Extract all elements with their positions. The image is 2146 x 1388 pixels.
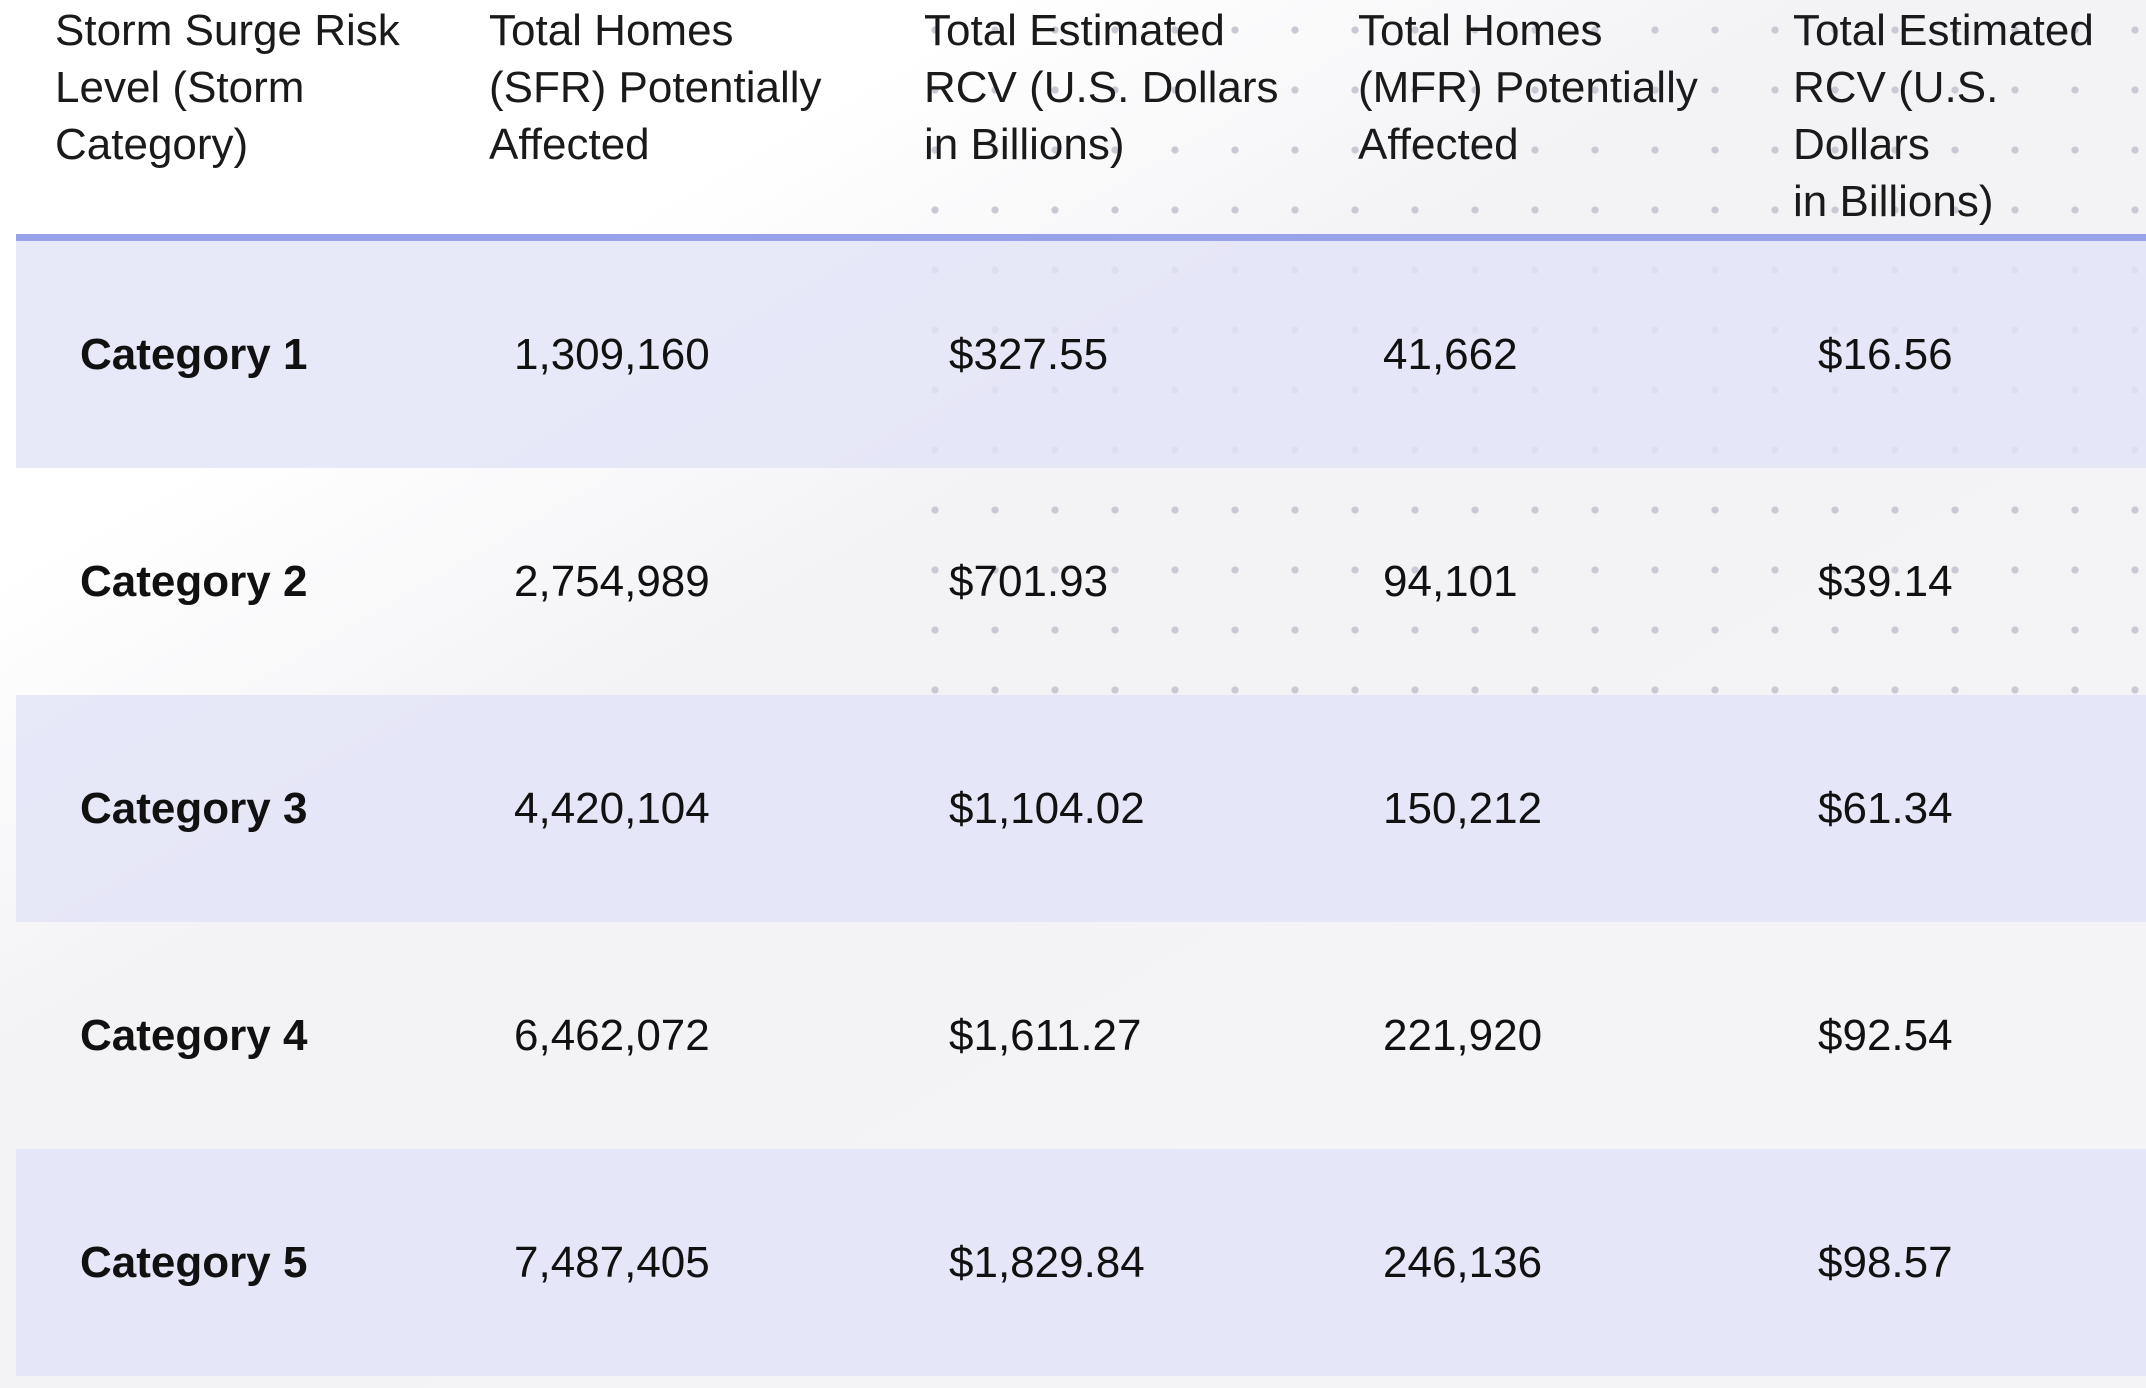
sfr-rcv-value: $327.55 — [949, 330, 1109, 379]
table-row: Category 4 6,462,072 $1,611.27 221,920 $… — [16, 922, 2146, 1149]
sfr-rcv-value: $1,104.02 — [949, 784, 1145, 833]
table-row: Category 5 7,487,405 $1,829.84 246,136 $… — [16, 1149, 2146, 1376]
table-row: Category 2 2,754,989 $701.93 94,101 $39.… — [16, 468, 2146, 695]
mfr-homes-value: 94,101 — [1383, 557, 1518, 606]
storm-surge-table: Storm Surge Risk Level (Storm Category) … — [16, 0, 2146, 1388]
sfr-homes-value: 1,309,160 — [514, 330, 710, 379]
sfr-homes-value: 7,487,405 — [514, 1238, 710, 1287]
mfr-homes-value: 221,920 — [1383, 1011, 1543, 1060]
header-mfr-homes: Total Homes (MFR) Potentially Affected — [1358, 6, 1698, 169]
table-header-row: Storm Surge Risk Level (Storm Category) … — [16, 0, 2146, 236]
row-category-label: Category 3 — [80, 784, 308, 833]
mfr-rcv-value: $16.56 — [1818, 330, 1953, 379]
header-mfr-rcv: Total Estimated RCV (U.S. Dollars in Bil… — [1793, 6, 2094, 226]
mfr-rcv-value: $39.14 — [1818, 557, 1953, 606]
table-row: Category 3 4,420,104 $1,104.02 150,212 $… — [16, 695, 2146, 922]
header-divider — [16, 234, 2146, 241]
row-category-label: Category 2 — [80, 557, 308, 606]
row-category-label: Category 1 — [80, 330, 308, 379]
mfr-homes-value: 41,662 — [1383, 330, 1518, 379]
mfr-rcv-value: $98.57 — [1818, 1238, 1953, 1287]
header-risk-level: Storm Surge Risk Level (Storm Category) — [55, 6, 400, 169]
mfr-homes-value: 246,136 — [1383, 1238, 1543, 1287]
sfr-rcv-value: $701.93 — [949, 557, 1109, 606]
sfr-homes-value: 2,754,989 — [514, 557, 710, 606]
sfr-rcv-value: $1,829.84 — [949, 1238, 1145, 1287]
mfr-rcv-value: $61.34 — [1818, 784, 1953, 833]
header-sfr-rcv: Total Estimated RCV (U.S. Dollars in Bil… — [924, 6, 1279, 169]
table-row: Category 1 1,309,160 $327.55 41,662 $16.… — [16, 241, 2146, 468]
row-category-label: Category 4 — [80, 1011, 308, 1060]
sfr-homes-value: 4,420,104 — [514, 784, 710, 833]
mfr-rcv-value: $92.54 — [1818, 1011, 1953, 1060]
row-category-label: Category 5 — [80, 1238, 308, 1287]
mfr-homes-value: 150,212 — [1383, 784, 1543, 833]
header-sfr-homes: Total Homes (SFR) Potentially Affected — [489, 6, 822, 169]
sfr-homes-value: 6,462,072 — [514, 1011, 710, 1060]
sfr-rcv-value: $1,611.27 — [949, 1011, 1142, 1060]
